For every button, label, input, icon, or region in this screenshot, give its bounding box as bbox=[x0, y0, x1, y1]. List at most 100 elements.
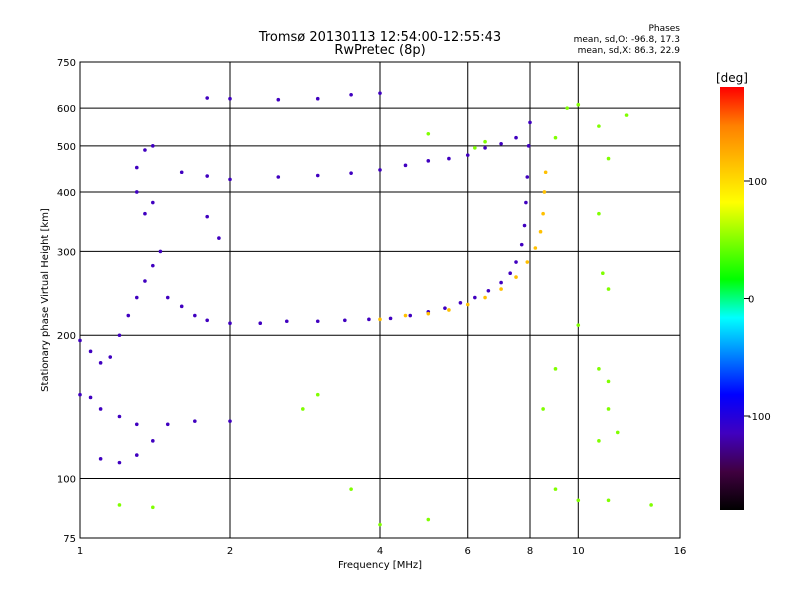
data-point bbox=[649, 503, 653, 507]
data-point bbox=[624, 113, 629, 117]
data-point bbox=[426, 131, 431, 136]
data-point bbox=[508, 271, 512, 276]
data-point bbox=[126, 313, 131, 318]
data-point bbox=[134, 422, 139, 427]
data-point bbox=[483, 146, 487, 150]
data-point bbox=[538, 229, 543, 234]
data-point bbox=[158, 249, 163, 254]
data-point bbox=[143, 148, 147, 152]
data-point bbox=[134, 453, 139, 457]
data-point bbox=[388, 316, 393, 321]
x-axis: 1 2 4 6 8 10 16 bbox=[77, 546, 687, 557]
data-point bbox=[524, 200, 528, 205]
data-point bbox=[522, 223, 527, 228]
data-point bbox=[88, 349, 93, 354]
data-point bbox=[541, 407, 545, 411]
data-point bbox=[151, 144, 155, 148]
data-point bbox=[483, 295, 487, 300]
colorbar-tick-label: -100 bbox=[748, 412, 771, 423]
data-point bbox=[565, 106, 569, 110]
data-point bbox=[117, 460, 122, 465]
data-point bbox=[447, 156, 451, 161]
data-point bbox=[378, 168, 382, 172]
colorbar bbox=[720, 87, 744, 510]
data-point bbox=[426, 517, 431, 522]
data-point bbox=[165, 295, 170, 300]
data-point bbox=[576, 498, 581, 503]
data-point bbox=[276, 97, 281, 102]
data-point bbox=[108, 355, 113, 359]
data-point bbox=[315, 173, 320, 178]
chart-subtitle: RwPretec (8p) bbox=[334, 43, 425, 58]
data-point bbox=[606, 407, 611, 411]
data-point bbox=[499, 141, 503, 146]
data-point bbox=[301, 407, 305, 411]
data-point bbox=[543, 170, 548, 175]
data-point bbox=[117, 503, 122, 507]
data-point bbox=[205, 174, 209, 178]
data-point bbox=[378, 317, 382, 322]
y-axis: 75 100 200 300 400 500 600 750 bbox=[57, 58, 76, 545]
data-point bbox=[542, 190, 547, 194]
data-point bbox=[597, 124, 601, 128]
colorbar-ticks: 100 0 -100 bbox=[744, 177, 771, 423]
data-point bbox=[98, 457, 103, 461]
data-point bbox=[597, 211, 601, 216]
data-point bbox=[151, 200, 155, 205]
data-point bbox=[98, 361, 103, 365]
colorbar-tick-label: 100 bbox=[748, 177, 767, 188]
data-point bbox=[519, 242, 524, 247]
data-point bbox=[228, 177, 232, 182]
grid-lines bbox=[80, 62, 680, 538]
data-point bbox=[228, 96, 232, 101]
data-point bbox=[134, 190, 139, 194]
x-tick-label: 4 bbox=[377, 546, 383, 557]
data-point bbox=[143, 211, 147, 216]
data-point bbox=[228, 419, 232, 423]
data-point bbox=[315, 96, 320, 101]
phase-box-title: Phases bbox=[648, 24, 680, 34]
x-tick-label: 2 bbox=[227, 546, 233, 557]
x-axis-label: Frequency [MHz] bbox=[338, 560, 422, 571]
data-point bbox=[553, 487, 558, 491]
data-point bbox=[98, 407, 103, 411]
data-point bbox=[193, 419, 197, 423]
data-point bbox=[151, 505, 155, 510]
data-point bbox=[514, 275, 518, 279]
data-point bbox=[553, 367, 558, 371]
y-tick-label: 75 bbox=[63, 534, 76, 545]
data-point bbox=[499, 280, 503, 285]
data-point bbox=[447, 308, 451, 312]
data-point bbox=[78, 338, 82, 343]
data-point bbox=[606, 287, 611, 291]
data-point bbox=[483, 139, 487, 144]
data-point bbox=[403, 163, 408, 168]
y-tick-label: 400 bbox=[57, 188, 76, 199]
data-point bbox=[499, 287, 503, 291]
data-point bbox=[367, 317, 371, 322]
data-point bbox=[426, 311, 431, 316]
data-point bbox=[217, 236, 221, 240]
data-point bbox=[465, 153, 470, 157]
data-point bbox=[514, 135, 518, 140]
data-point bbox=[205, 318, 209, 323]
y-tick-label: 200 bbox=[57, 331, 76, 342]
y-axis-label: Stationary phase Virtual Height [km] bbox=[40, 208, 51, 392]
data-point bbox=[553, 135, 558, 140]
data-point bbox=[403, 313, 408, 318]
data-point bbox=[315, 319, 320, 324]
data-point bbox=[606, 379, 611, 384]
data-point bbox=[486, 288, 491, 293]
data-point bbox=[601, 271, 605, 276]
data-point bbox=[78, 392, 82, 397]
data-point bbox=[533, 246, 538, 250]
data-point bbox=[473, 146, 477, 150]
data-point bbox=[349, 171, 353, 175]
x-tick-label: 6 bbox=[465, 546, 471, 557]
data-point bbox=[597, 367, 601, 371]
data-point bbox=[378, 91, 382, 95]
y-tick-label: 100 bbox=[57, 475, 76, 486]
data-point bbox=[179, 304, 184, 309]
data-point bbox=[597, 439, 601, 443]
x-tick-label: 1 bbox=[77, 546, 83, 557]
